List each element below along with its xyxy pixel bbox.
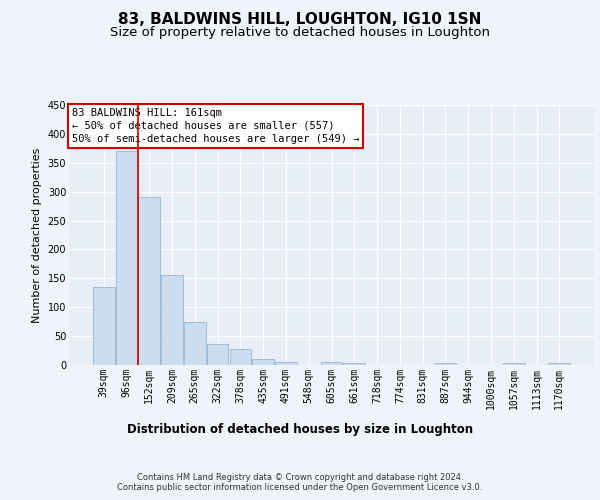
Bar — [320, 362, 343, 365]
Bar — [139, 198, 160, 365]
Bar — [161, 276, 183, 365]
Text: Distribution of detached houses by size in Loughton: Distribution of detached houses by size … — [127, 422, 473, 436]
Bar — [343, 362, 365, 365]
Bar — [93, 287, 115, 365]
Bar — [434, 362, 456, 365]
Bar — [230, 350, 251, 365]
Text: Contains HM Land Registry data © Crown copyright and database right 2024.
Contai: Contains HM Land Registry data © Crown c… — [118, 472, 482, 492]
Bar — [503, 364, 524, 365]
Bar — [253, 359, 274, 365]
Text: 83, BALDWINS HILL, LOUGHTON, IG10 1SN: 83, BALDWINS HILL, LOUGHTON, IG10 1SN — [118, 12, 482, 28]
Bar — [275, 362, 297, 365]
Bar — [184, 322, 206, 365]
Bar — [207, 344, 229, 365]
Text: 83 BALDWINS HILL: 161sqm
← 50% of detached houses are smaller (557)
50% of semi-: 83 BALDWINS HILL: 161sqm ← 50% of detach… — [71, 108, 359, 144]
Bar — [116, 151, 137, 365]
Y-axis label: Number of detached properties: Number of detached properties — [32, 148, 42, 322]
Bar — [548, 364, 570, 365]
Text: Size of property relative to detached houses in Loughton: Size of property relative to detached ho… — [110, 26, 490, 39]
